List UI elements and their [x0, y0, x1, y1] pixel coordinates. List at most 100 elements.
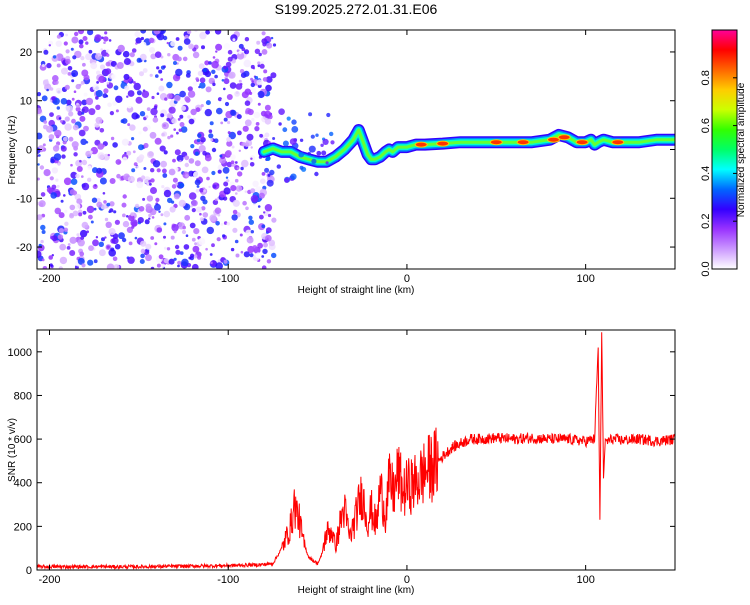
heatmap-noise-cell — [262, 77, 268, 82]
heatmap-noise-cell — [128, 241, 133, 246]
heatmap-noise-cell — [121, 118, 128, 124]
heatmap-noise-cell — [256, 40, 261, 45]
heatmap-noise-cell — [93, 207, 97, 211]
heatmap-noise-cell — [171, 184, 177, 189]
heatmap-noise-cell — [160, 113, 165, 118]
heatmap-noise-cell — [254, 48, 261, 54]
heatmap-noise-cell — [37, 132, 43, 140]
ridge-scatter-cell — [329, 131, 334, 137]
heatmap-noise-cell — [265, 76, 273, 83]
heatmap-noise-cell — [227, 49, 233, 55]
heatmap-noise-cell — [238, 149, 241, 152]
heatmap-noise-cell — [154, 242, 158, 246]
heatmap-noise-cell — [121, 237, 127, 243]
ridge-scatter-cell — [276, 164, 281, 169]
heatmap-noise-cell — [216, 237, 221, 242]
heatmap-noise-cell — [239, 82, 243, 86]
heatmap-noise-cell — [113, 85, 119, 91]
heatmap-noise-cell — [177, 45, 183, 51]
colorbar-tick-label: 0.8 — [700, 70, 712, 85]
heatmap-noise-cell — [38, 154, 41, 157]
heatmap-noise-cell — [136, 181, 144, 189]
heatmap-noise-cell — [249, 162, 255, 167]
heatmap-noise-cell — [54, 129, 62, 138]
heatmap-noise-cell — [122, 194, 127, 199]
heatmap-noise-cell — [122, 220, 130, 228]
snr-y-tick-label: 0 — [26, 565, 32, 577]
heatmap-noise-cell — [138, 144, 144, 151]
ridge-scatter-cell — [310, 134, 315, 139]
heatmap-noise-cell — [81, 69, 89, 77]
heatmap-noise-cell — [133, 162, 138, 167]
heatmap-noise-cell — [87, 165, 92, 170]
heatmap-noise-cell — [259, 133, 263, 138]
heatmap-noise-cell — [95, 96, 99, 100]
heatmap-noise-cell — [160, 78, 164, 81]
heatmap-noise-cell — [93, 259, 98, 264]
heatmap-noise-cell — [151, 95, 155, 100]
heatmap-noise-cell — [246, 236, 254, 244]
heatmap-noise-cell — [141, 90, 150, 99]
heatmap-noise-cell — [96, 167, 103, 174]
heatmap-noise-cell — [150, 187, 157, 194]
heatmap-noise-cell — [140, 253, 145, 259]
heatmap-noise-cell — [163, 258, 169, 264]
heatmap-noise-cell — [179, 159, 182, 163]
heatmap-noise-cell — [170, 40, 176, 47]
heatmap-noise-cell — [145, 254, 152, 262]
heatmap-noise-cell — [261, 172, 266, 176]
heatmap-noise-cell — [161, 132, 165, 137]
heatmap-noise-cell — [50, 158, 55, 164]
heatmap-noise-cell — [148, 213, 152, 218]
heatmap-noise-cell — [161, 185, 165, 189]
heatmap-noise-cell — [163, 222, 167, 226]
heatmap-noise-cell — [143, 142, 149, 149]
heatmap-noise-cell — [148, 217, 151, 220]
heatmap-noise-cell — [146, 195, 154, 202]
heatmap-noise-cell — [180, 99, 186, 105]
heatmap-noise-cell — [211, 69, 216, 75]
heatmap-noise-cell — [237, 171, 243, 177]
heatmap-noise-cell — [257, 61, 261, 65]
ridge-scatter-cell — [330, 140, 335, 145]
heatmap-noise-cell — [163, 150, 168, 155]
heatmap-noise-cell — [211, 60, 219, 69]
heatmap-noise-cell — [188, 118, 195, 125]
heatmap-noise-cell — [131, 137, 135, 141]
heatmap-noise-cell — [178, 128, 182, 132]
heatmap-noise-cell — [37, 177, 40, 181]
heatmap-noise-cell — [124, 85, 130, 91]
heatmap-noise-cell — [179, 90, 186, 98]
heatmap-noise-cell — [94, 184, 97, 187]
heatmap-noise-cell — [142, 126, 148, 132]
heatmap-noise-cell — [138, 206, 145, 212]
heatmap-noise-cell — [60, 98, 68, 105]
heatmap-noise-cell — [149, 182, 152, 186]
ridge-scatter-cell — [307, 151, 311, 156]
heatmap-noise-cell — [254, 126, 260, 132]
ridge-scatter-cell — [322, 138, 329, 145]
heatmap-noise-cell — [166, 113, 173, 119]
heatmap-noise-cell — [148, 179, 152, 183]
heatmap-noise-cell — [155, 74, 159, 78]
heatmap-noise-cell — [104, 31, 108, 35]
heatmap-noise-cell — [226, 161, 233, 168]
heatmap-noise-cell — [142, 68, 148, 73]
snr-x-tick-label: -200 — [38, 574, 60, 586]
heatmap-noise-cell — [116, 173, 121, 179]
heatmap-noise-cell — [112, 142, 118, 148]
heatmap-noise-cell — [83, 92, 88, 97]
heatmap-noise-cell — [101, 237, 105, 242]
spectrogram-x-tick-label: 0 — [404, 273, 410, 285]
heatmap-noise-cell — [202, 212, 209, 218]
heatmap-noise-cell — [236, 52, 245, 60]
spectrogram-y-tick-label: 10 — [20, 96, 32, 108]
heatmap-noise-cell — [220, 223, 224, 226]
heatmap-noise-cell — [121, 202, 127, 208]
heatmap-noise-cell — [140, 41, 147, 48]
ridge-scatter-cell — [316, 150, 322, 156]
heatmap-noise-cell — [127, 256, 135, 264]
heatmap-noise-cell — [189, 222, 196, 229]
heatmap-noise-cell — [226, 140, 233, 147]
heatmap-noise-cell — [43, 124, 48, 130]
